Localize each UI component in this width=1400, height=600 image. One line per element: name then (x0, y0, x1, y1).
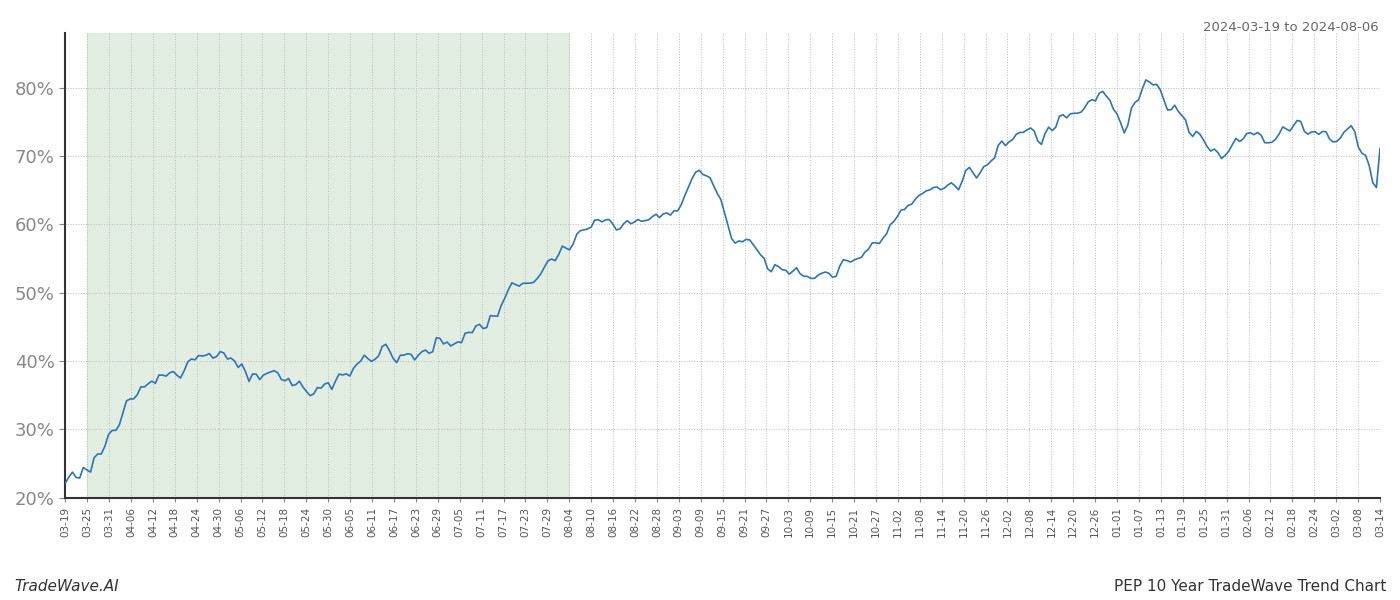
Text: TradeWave.AI: TradeWave.AI (14, 579, 119, 594)
Text: 2024-03-19 to 2024-08-06: 2024-03-19 to 2024-08-06 (1204, 21, 1379, 34)
Text: PEP 10 Year TradeWave Trend Chart: PEP 10 Year TradeWave Trend Chart (1113, 579, 1386, 594)
Bar (87, 33, 570, 498)
